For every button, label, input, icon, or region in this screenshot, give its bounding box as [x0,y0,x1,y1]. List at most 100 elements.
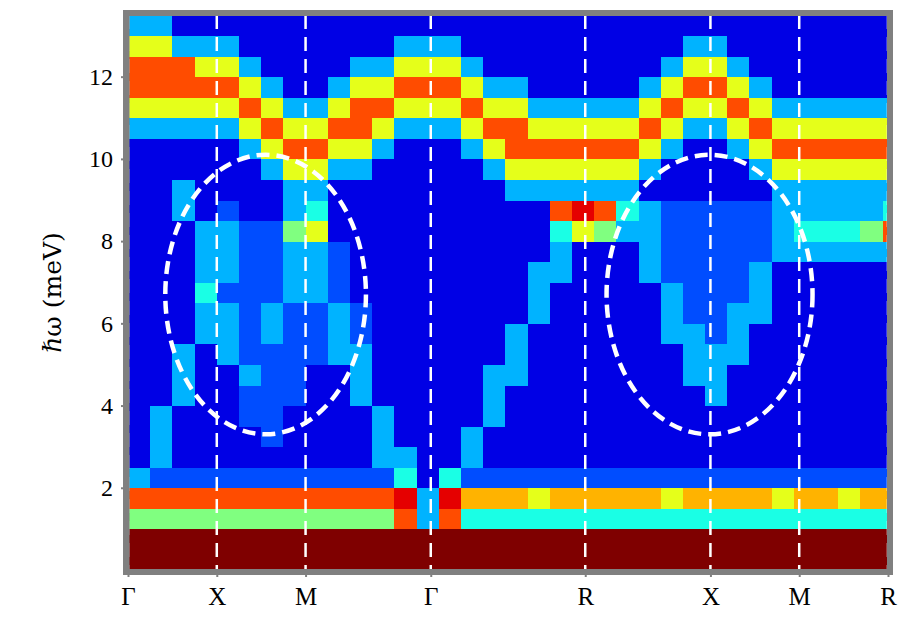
heatmap-cell [816,200,839,221]
heatmap-cell [217,344,240,365]
heatmap-cell [860,303,883,324]
heatmap-cell [372,159,395,180]
heatmap-cell [838,200,861,221]
heatmap-cell [550,77,573,98]
heatmap-cell [639,447,662,468]
grid-line [798,15,801,570]
heatmap-cell [594,77,617,98]
heatmap-cell [128,549,151,570]
heatmap-cell [150,179,173,200]
heatmap-cell [394,159,417,180]
heatmap-cell [639,508,662,529]
heatmap-cell [616,426,639,447]
heatmap-cell [439,282,462,303]
heatmap-cell [217,488,240,509]
heatmap-cell [306,467,329,488]
heatmap-cell [550,529,573,550]
heatmap-cell [683,282,706,303]
heatmap-cell [172,364,195,385]
heatmap-cell [838,303,861,324]
heatmap-cell [794,56,817,77]
heatmap-cell [239,447,262,468]
heatmap-cell [150,508,173,529]
heatmap-cell [528,549,551,570]
heatmap-cell [483,529,506,550]
heatmap-cell [616,303,639,324]
heatmap-cell [306,549,329,570]
heatmap-cell [838,241,861,262]
heatmap-cell [195,77,218,98]
heatmap-cell [572,221,595,242]
heatmap-cell [239,488,262,509]
heatmap-cell [483,303,506,324]
heatmap-cell [727,179,750,200]
heatmap-cell [639,364,662,385]
heatmap-cell [616,529,639,550]
heatmap-cell [150,549,173,570]
heatmap-cell [461,529,484,550]
heatmap-cell [128,426,151,447]
heatmap-cell [794,364,817,385]
heatmap-cell [572,549,595,570]
heatmap-cell [372,200,395,221]
heatmap-cell [794,159,817,180]
heatmap-cell [705,344,728,365]
heatmap-cell [860,426,883,447]
heatmap-cell [261,344,284,365]
heatmap-cell [860,508,883,529]
heatmap-cell [594,406,617,427]
heatmap-cell [528,56,551,77]
heatmap-cell [195,323,218,344]
heatmap-cell [328,159,351,180]
heatmap-cell [128,200,151,221]
heatmap-cell [860,262,883,283]
heatmap-cell [195,241,218,262]
heatmap-cell [328,303,351,324]
heatmap-cell [639,56,662,77]
grid-line [304,15,307,570]
heatmap-cell [306,56,329,77]
heatmap-cell [772,488,795,509]
heatmap-cell [594,200,617,221]
heatmap-cell [705,364,728,385]
heatmap-cell [217,179,240,200]
heatmap-cell [394,118,417,139]
heatmap-cell [394,56,417,77]
heatmap-cell [394,488,417,509]
heatmap-cell [461,364,484,385]
heatmap-cell [572,118,595,139]
heatmap-cell [860,488,883,509]
heatmap-cell [639,262,662,283]
heatmap-cell [172,56,195,77]
heatmap-cell [572,467,595,488]
heatmap-cell [505,179,528,200]
heatmap-cell [417,344,440,365]
heatmap-cell [261,282,284,303]
heatmap-cell [594,159,617,180]
heatmap-cell [239,549,262,570]
plot-area: ΓXMΓRXMR24681012 [89,13,905,610]
heatmap-cell [439,385,462,406]
heatmap-cell [749,241,772,262]
heatmap-cell [283,241,306,262]
heatmap-cell [616,282,639,303]
heatmap-cell [594,549,617,570]
heatmap-cell [350,56,373,77]
plot-frame [126,13,890,572]
heatmap-cell [328,426,351,447]
heatmap-cell [683,15,706,36]
heatmap-cell [816,549,839,570]
heatmap-cell [639,344,662,365]
heatmap-cell [528,97,551,118]
heatmap-cell [616,549,639,570]
heatmap-cell [572,282,595,303]
heatmap-cell [350,406,373,427]
heatmap-cell [683,262,706,283]
heatmap-cell [306,364,329,385]
heatmap-cell [461,118,484,139]
heatmap-cell [195,364,218,385]
heatmap-cell [128,303,151,324]
heatmap-cell [394,241,417,262]
heatmap-cell [550,262,573,283]
heatmap-cell [150,364,173,385]
